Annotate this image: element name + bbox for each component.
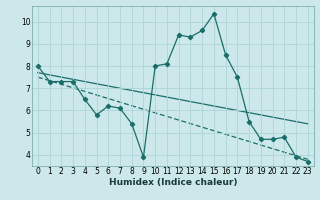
X-axis label: Humidex (Indice chaleur): Humidex (Indice chaleur) xyxy=(108,178,237,187)
